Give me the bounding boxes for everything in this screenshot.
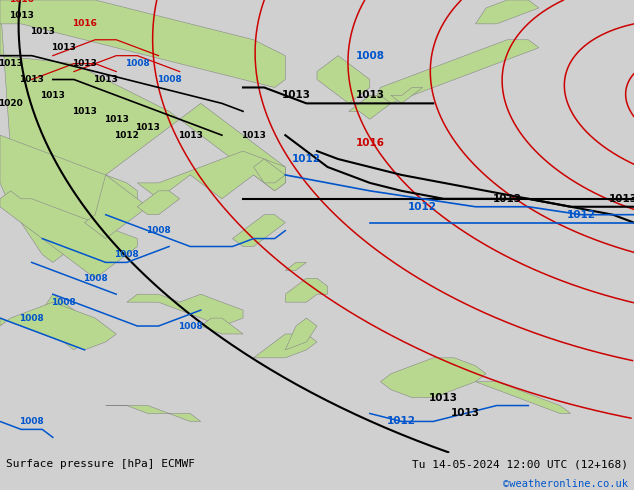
Polygon shape (32, 294, 95, 350)
Text: 1008: 1008 (355, 50, 384, 61)
Polygon shape (84, 175, 148, 239)
Text: 1013: 1013 (281, 91, 311, 100)
Text: 1013: 1013 (429, 392, 458, 403)
Text: ©weatheronline.co.uk: ©weatheronline.co.uk (503, 480, 628, 490)
Text: 1012: 1012 (114, 131, 139, 140)
Polygon shape (0, 135, 138, 263)
Polygon shape (285, 318, 317, 350)
Polygon shape (476, 382, 571, 414)
Polygon shape (138, 191, 179, 215)
Polygon shape (138, 151, 285, 199)
Text: 1013: 1013 (178, 131, 203, 140)
Polygon shape (285, 263, 306, 270)
Polygon shape (106, 406, 201, 421)
Polygon shape (349, 96, 391, 119)
Text: 1013: 1013 (19, 75, 44, 84)
Text: 1008: 1008 (125, 59, 150, 68)
Polygon shape (0, 302, 116, 350)
Text: 1013: 1013 (72, 59, 97, 68)
Polygon shape (380, 358, 486, 397)
Polygon shape (476, 0, 539, 24)
Text: 1013: 1013 (136, 122, 160, 132)
Text: 1013: 1013 (609, 194, 634, 204)
Text: 1013: 1013 (51, 43, 76, 52)
Polygon shape (254, 334, 317, 358)
Polygon shape (0, 0, 285, 199)
Text: 1012: 1012 (387, 416, 416, 426)
Text: 1008: 1008 (19, 417, 44, 426)
Text: 1008: 1008 (82, 274, 108, 283)
Polygon shape (127, 294, 243, 326)
Text: 1008: 1008 (19, 314, 44, 322)
Text: 1013: 1013 (41, 91, 65, 100)
Text: 1008: 1008 (114, 250, 139, 259)
Text: 1013: 1013 (450, 409, 479, 418)
Polygon shape (391, 88, 423, 103)
Text: 1008: 1008 (146, 226, 171, 235)
Polygon shape (285, 278, 328, 302)
Text: 1016: 1016 (355, 138, 384, 148)
Polygon shape (254, 159, 285, 183)
Text: 1013: 1013 (30, 27, 55, 36)
Text: 1013: 1013 (0, 59, 23, 68)
Text: 1013: 1013 (241, 131, 266, 140)
Polygon shape (0, 191, 138, 278)
Polygon shape (233, 215, 285, 246)
Polygon shape (317, 56, 370, 103)
Text: 1013: 1013 (72, 107, 97, 116)
Polygon shape (370, 40, 539, 111)
Text: 1008: 1008 (51, 297, 76, 307)
Text: 1020: 1020 (0, 99, 23, 108)
Text: 1013: 1013 (355, 91, 384, 100)
Text: 1016: 1016 (9, 0, 34, 4)
Text: 1013: 1013 (93, 75, 118, 84)
Text: 1016: 1016 (72, 20, 97, 28)
Text: 1012: 1012 (292, 154, 321, 164)
Text: 1008: 1008 (178, 321, 203, 331)
Text: 1008: 1008 (157, 75, 181, 84)
Text: Surface pressure [hPa] ECMWF: Surface pressure [hPa] ECMWF (6, 459, 195, 469)
Polygon shape (201, 318, 243, 334)
Text: Tu 14-05-2024 12:00 UTC (12+168): Tu 14-05-2024 12:00 UTC (12+168) (411, 459, 628, 469)
Text: 1013: 1013 (104, 115, 129, 124)
Text: 1012: 1012 (408, 202, 437, 212)
Text: 1013: 1013 (493, 194, 522, 204)
Text: 1012: 1012 (567, 210, 596, 220)
Text: 1013: 1013 (9, 11, 34, 21)
Polygon shape (0, 0, 285, 88)
